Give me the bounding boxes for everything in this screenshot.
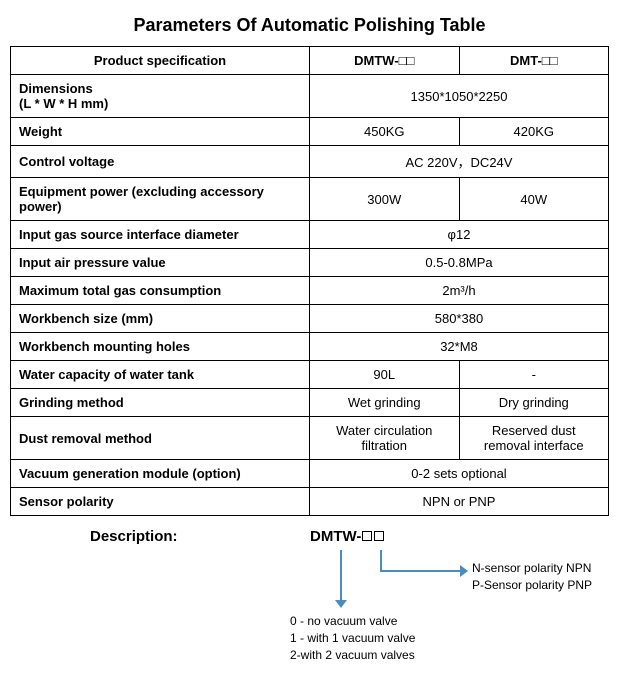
description-code: DMTW- [310, 528, 385, 545]
row-label: Workbench size (mm) [11, 305, 310, 333]
description-label: Description: [90, 528, 178, 545]
legend-valve-2: 2-with 2 vacuum valves [290, 647, 415, 664]
row-value-b: 40W [459, 178, 609, 221]
row-value-a: Water circulation filtration [310, 417, 460, 460]
arrow-down-icon [340, 550, 342, 600]
arrow-right-icon [380, 570, 460, 572]
row-label: Water capacity of water tank [11, 361, 310, 389]
row-label: Sensor polarity [11, 488, 310, 516]
row-value: 1350*1050*2250 [310, 75, 609, 118]
header-spec: Product specification [11, 47, 310, 75]
row-value-b: 420KG [459, 118, 609, 146]
legend-valve-1: 1 - with 1 vacuum valve [290, 630, 415, 647]
row-value-a: 450KG [310, 118, 460, 146]
legend-pnp: P-Sensor polarity PNP [472, 577, 592, 594]
row-label: Input air pressure value [11, 249, 310, 277]
params-table: Parameters Of Automatic Polishing Table … [10, 5, 609, 516]
legend-npn: N-sensor polarity NPN [472, 560, 592, 577]
row-label: Maximum total gas consumption [11, 277, 310, 305]
sensor-polarity-legend: N-sensor polarity NPN P-Sensor polarity … [472, 560, 592, 594]
row-value: AC 220V，DC24V [310, 146, 609, 178]
row-label: Dust removal method [11, 417, 310, 460]
row-value-a: 90L [310, 361, 460, 389]
row-value: 0-2 sets optional [310, 460, 609, 488]
header-col-a: DMTW-□□ [310, 47, 460, 75]
row-label: Input gas source interface diameter [11, 221, 310, 249]
row-label: Weight [11, 118, 310, 146]
row-label: Workbench mounting holes [11, 333, 310, 361]
row-value: φ12 [310, 221, 609, 249]
row-value-a: 300W [310, 178, 460, 221]
row-value: 0.5-0.8MPa [310, 249, 609, 277]
row-value-b: - [459, 361, 609, 389]
row-value: 580*380 [310, 305, 609, 333]
row-value-a: Wet grinding [310, 389, 460, 417]
row-label: Control voltage [11, 146, 310, 178]
row-value-b: Reserved dust removal interface [459, 417, 609, 460]
legend-valve-0: 0 - no vacuum valve [290, 613, 415, 630]
table-title: Parameters Of Automatic Polishing Table [11, 5, 609, 47]
row-label: Dimensions(L * W * H mm) [11, 75, 310, 118]
description-diagram: Description: DMTW- N-sensor polarity NPN… [10, 528, 609, 668]
row-value: 32*M8 [310, 333, 609, 361]
row-label: Grinding method [11, 389, 310, 417]
row-label: Equipment power (excluding accessory pow… [11, 178, 310, 221]
vacuum-valve-legend: 0 - no vacuum valve 1 - with 1 vacuum va… [290, 613, 415, 663]
header-col-b: DMT-□□ [459, 47, 609, 75]
arrow-right-icon [380, 550, 382, 570]
row-label: Vacuum generation module (option) [11, 460, 310, 488]
row-value-b: Dry grinding [459, 389, 609, 417]
row-value: NPN or PNP [310, 488, 609, 516]
row-value: 2m³/h [310, 277, 609, 305]
